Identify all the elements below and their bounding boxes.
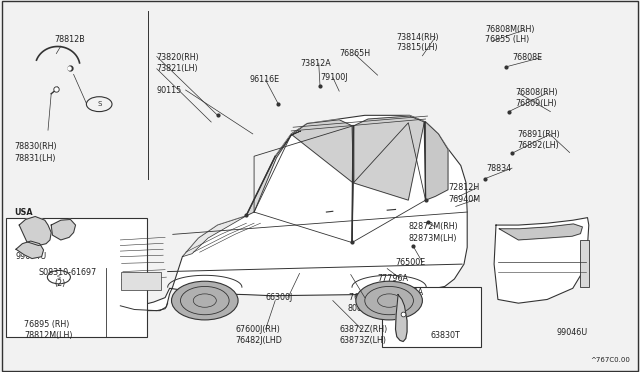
Bar <box>121 272 161 290</box>
Text: USA: USA <box>14 208 33 217</box>
Text: 78834: 78834 <box>486 164 511 173</box>
Polygon shape <box>426 122 448 200</box>
Text: 76892(LH): 76892(LH) <box>517 141 559 150</box>
Text: 80873M(LH): 80873M(LH) <box>348 304 396 313</box>
Bar <box>580 240 589 287</box>
Text: 76808M(RH): 76808M(RH) <box>485 25 534 34</box>
Text: 76481 (RH): 76481 (RH) <box>349 293 394 302</box>
Text: 90115: 90115 <box>157 86 182 94</box>
Text: 82873M(LH): 82873M(LH) <box>408 234 457 243</box>
Text: 79100J: 79100J <box>320 73 348 82</box>
Text: S08310-61697: S08310-61697 <box>38 268 97 277</box>
Polygon shape <box>16 241 44 259</box>
Text: 66300J: 66300J <box>266 293 293 302</box>
Text: 96116E: 96116E <box>250 76 280 84</box>
Polygon shape <box>396 295 407 341</box>
Bar <box>6 218 147 337</box>
Circle shape <box>172 281 238 320</box>
Circle shape <box>356 281 422 320</box>
Polygon shape <box>499 224 582 240</box>
Text: 77796A: 77796A <box>378 274 408 283</box>
Text: 76891(RH): 76891(RH) <box>517 130 560 139</box>
Text: 99604U: 99604U <box>15 252 47 261</box>
Text: 73821(LH): 73821(LH) <box>157 64 198 73</box>
Text: S: S <box>97 101 101 107</box>
Text: 78831(LH): 78831(LH) <box>14 154 56 163</box>
Text: 76865H: 76865H <box>339 49 371 58</box>
Polygon shape <box>292 120 353 183</box>
Text: 73812A: 73812A <box>301 59 332 68</box>
Text: 63872Z(RH): 63872Z(RH) <box>339 325 387 334</box>
Text: ^767C0.00: ^767C0.00 <box>591 357 630 363</box>
Text: 67600J(RH): 67600J(RH) <box>236 325 280 334</box>
Polygon shape <box>51 219 76 240</box>
Text: S: S <box>57 275 61 280</box>
Text: 73815(LH): 73815(LH) <box>397 43 438 52</box>
Polygon shape <box>19 217 51 246</box>
Text: 72812H: 72812H <box>448 183 479 192</box>
Text: 73814(RH): 73814(RH) <box>397 33 440 42</box>
Polygon shape <box>246 131 301 216</box>
Text: 76855 (LH): 76855 (LH) <box>485 35 529 44</box>
Text: 63873Z(LH): 63873Z(LH) <box>339 336 386 345</box>
Text: 76808E: 76808E <box>512 53 542 62</box>
Text: 76500E: 76500E <box>396 258 426 267</box>
Polygon shape <box>118 115 467 311</box>
Text: 76895 (RH): 76895 (RH) <box>24 320 70 329</box>
Text: 78812M(LH): 78812M(LH) <box>24 331 73 340</box>
Polygon shape <box>354 116 424 200</box>
Text: 76809(LH): 76809(LH) <box>515 99 557 108</box>
Text: (2): (2) <box>54 279 66 288</box>
Text: 78830(RH): 78830(RH) <box>14 142 57 151</box>
Polygon shape <box>494 218 589 303</box>
Text: 76940M: 76940M <box>448 195 480 203</box>
Text: 73820(RH): 73820(RH) <box>157 53 200 62</box>
Text: 78812B: 78812B <box>54 35 85 44</box>
Bar <box>382 287 481 347</box>
Text: 63830T: 63830T <box>431 331 460 340</box>
Text: 76808(RH): 76808(RH) <box>515 89 558 97</box>
Text: 76482J(LHD: 76482J(LHD <box>236 336 282 345</box>
Text: 99046U: 99046U <box>557 328 588 337</box>
Text: DP USA: DP USA <box>393 288 423 296</box>
Text: 76897B: 76897B <box>120 279 151 288</box>
Text: 82872M(RH): 82872M(RH) <box>408 222 458 231</box>
Polygon shape <box>182 216 246 257</box>
